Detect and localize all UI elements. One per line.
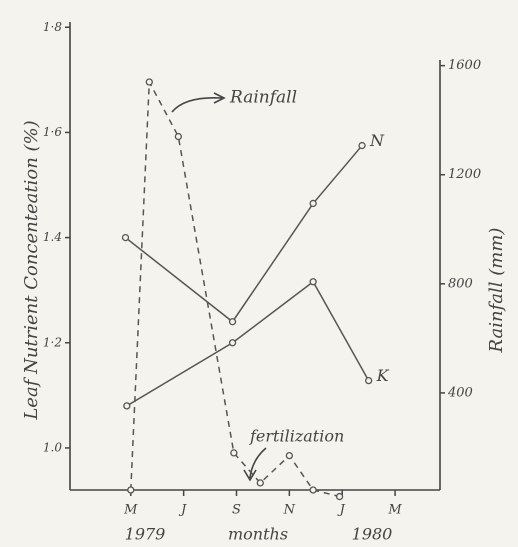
- annotation-arrow: [243, 447, 267, 482]
- x-tick-label: J: [178, 503, 187, 518]
- y-tick-label: 1·6: [43, 125, 62, 139]
- point: [309, 199, 317, 208]
- point: [256, 479, 264, 487]
- y2-tick-label: 800: [448, 276, 473, 291]
- annotation: Rainfall: [229, 88, 297, 108]
- x-axis-title: months: [228, 525, 288, 544]
- x-tick-label: S: [232, 503, 241, 518]
- x-tick-label: N: [283, 503, 296, 518]
- y2-tick-label: 1200: [448, 167, 481, 182]
- x-tick-label: M: [387, 503, 402, 518]
- point: [145, 78, 153, 86]
- point: [228, 318, 237, 326]
- point: [228, 339, 237, 347]
- year-label: 1979: [125, 525, 166, 544]
- annotation: fertilization: [249, 427, 344, 446]
- series-line: [130, 79, 340, 498]
- x-tick-label: M: [123, 503, 138, 518]
- point: [358, 141, 366, 150]
- year-label: 1980: [352, 525, 393, 544]
- point: [230, 449, 238, 457]
- point: [309, 278, 317, 286]
- point: [285, 451, 294, 460]
- series-line: [125, 145, 363, 323]
- point: [127, 486, 135, 494]
- y2-axis-title: Rainfall (mm): [486, 228, 507, 354]
- x-tick-label: J: [337, 503, 346, 518]
- annotation-arrow: [171, 92, 226, 113]
- y-tick-label: 1.4: [43, 230, 62, 244]
- y2-tick-label: 400: [447, 385, 473, 400]
- y2-tick-label: 1600: [448, 58, 481, 73]
- series-label: N: [369, 131, 385, 150]
- y-tick-label: 1·8: [43, 20, 62, 34]
- point: [123, 402, 131, 410]
- series-label: K: [376, 366, 390, 385]
- point: [121, 233, 130, 242]
- y-axis-title: Leaf Nutrient Concenteation (%): [21, 120, 42, 420]
- series-line: [126, 280, 370, 407]
- point: [174, 132, 183, 141]
- point: [364, 376, 373, 385]
- point: [309, 486, 317, 494]
- y-tick-label: 1.0: [43, 440, 62, 454]
- y-tick-label: 1·2: [43, 335, 62, 349]
- point: [335, 492, 344, 501]
